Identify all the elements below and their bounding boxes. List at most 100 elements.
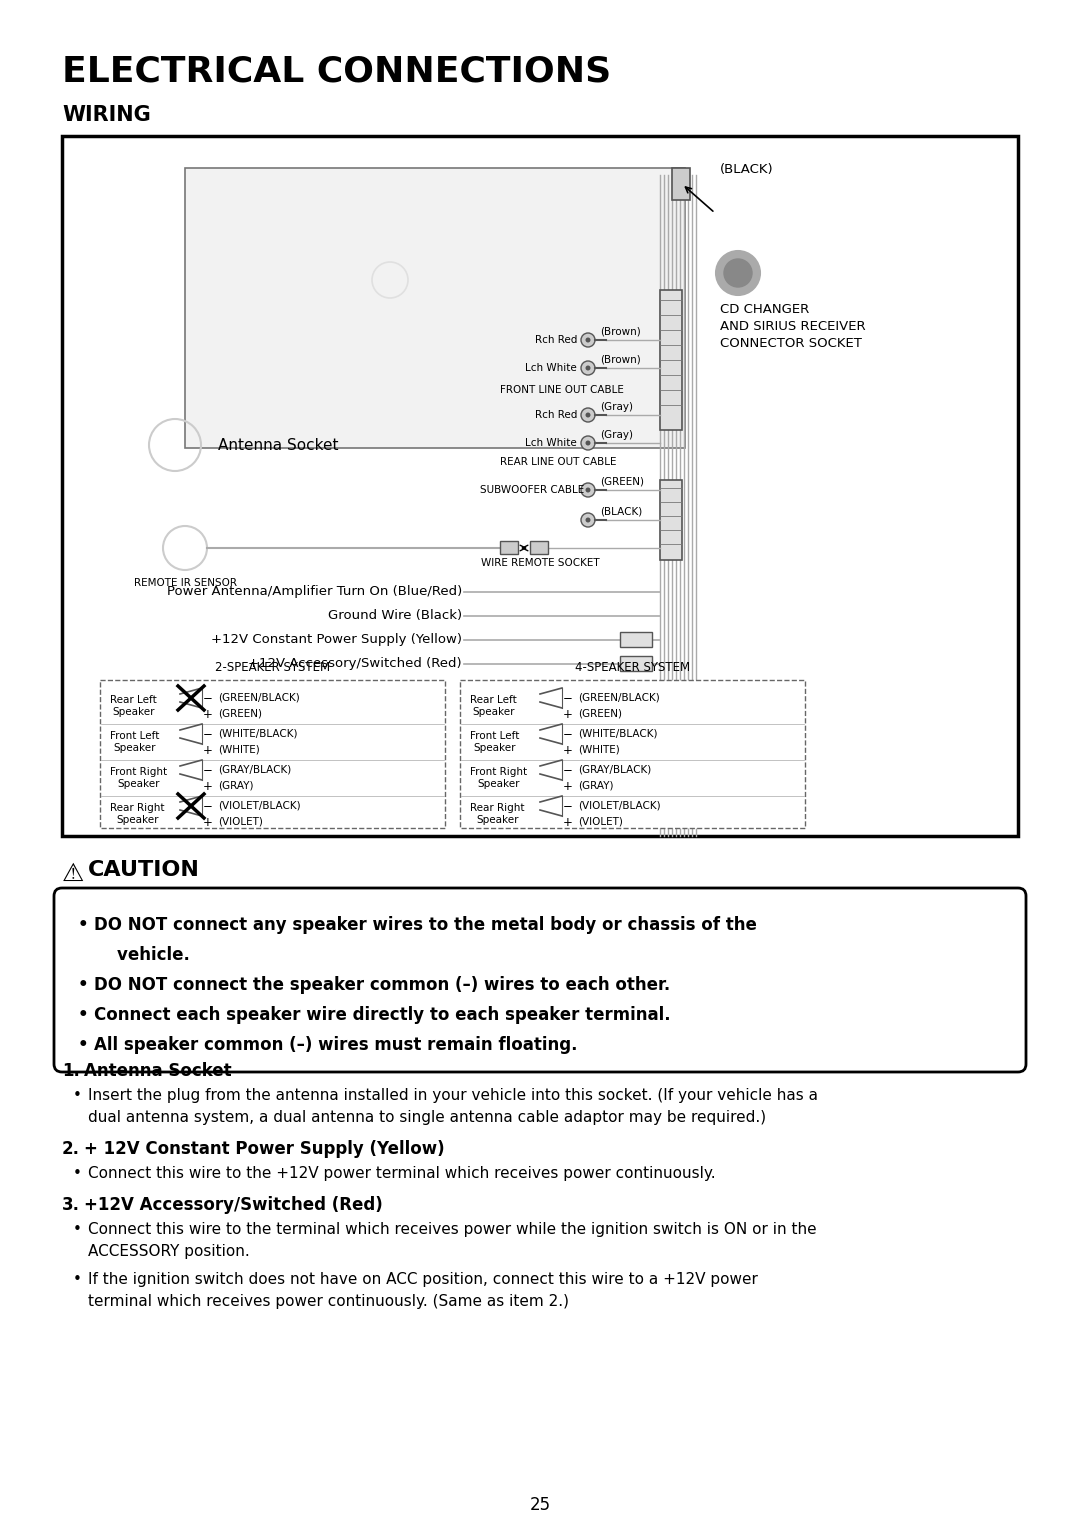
Text: +: +	[203, 779, 213, 793]
Text: Rear Left
Speaker: Rear Left Speaker	[110, 695, 157, 717]
Text: (Gray): (Gray)	[600, 402, 633, 413]
Text: •: •	[73, 1088, 82, 1103]
Text: Antenna Socket: Antenna Socket	[218, 437, 338, 452]
Circle shape	[585, 487, 591, 492]
Bar	[460, 680, 805, 828]
Text: 4-SPEAKER SYSTEM: 4-SPEAKER SYSTEM	[575, 662, 690, 674]
Circle shape	[585, 413, 591, 417]
Text: 25: 25	[529, 1496, 551, 1514]
Text: Rear Right
Speaker: Rear Right Speaker	[470, 804, 525, 825]
FancyBboxPatch shape	[54, 888, 1026, 1073]
Text: + 12V Constant Power Supply (Yellow): + 12V Constant Power Supply (Yellow)	[84, 1140, 445, 1158]
Text: (Brown): (Brown)	[600, 327, 640, 338]
Text: +12V Constant Power Supply (Yellow): +12V Constant Power Supply (Yellow)	[211, 634, 462, 646]
Text: Lch White: Lch White	[525, 439, 577, 448]
Bar	[100, 680, 445, 828]
Circle shape	[581, 435, 595, 451]
Bar	[660, 290, 681, 429]
Text: (GREEN): (GREEN)	[600, 477, 644, 487]
Text: Connect this wire to the terminal which receives power while the ignition switch: Connect this wire to the terminal which …	[87, 1222, 816, 1238]
Text: •: •	[73, 1166, 82, 1181]
Text: •: •	[78, 915, 89, 934]
Text: (WHITE/BLACK): (WHITE/BLACK)	[218, 727, 297, 738]
Text: Front Right
Speaker: Front Right Speaker	[470, 767, 527, 788]
Text: −: −	[203, 692, 213, 704]
Text: REMOTE IR SENSOR: REMOTE IR SENSOR	[134, 578, 237, 588]
Text: (GREEN): (GREEN)	[578, 707, 622, 718]
Text: Connect this wire to the +12V power terminal which receives power continuously.: Connect this wire to the +12V power term…	[87, 1166, 716, 1181]
Text: Rear Right
Speaker: Rear Right Speaker	[110, 804, 164, 825]
Text: (WHITE): (WHITE)	[218, 744, 260, 753]
Text: (VIOLET): (VIOLET)	[218, 816, 262, 827]
Text: +: +	[563, 744, 572, 756]
Text: •: •	[78, 1005, 89, 1024]
Text: +12V Accessory/Switched (Red): +12V Accessory/Switched (Red)	[248, 657, 462, 671]
Text: CD CHANGER
AND SIRIUS RECEIVER
CONNECTOR SOCKET: CD CHANGER AND SIRIUS RECEIVER CONNECTOR…	[720, 303, 866, 350]
Text: (GRAY/BLACK): (GRAY/BLACK)	[218, 764, 292, 775]
Text: +: +	[203, 744, 213, 756]
Text: SUBWOOFER CABLE: SUBWOOFER CABLE	[480, 484, 584, 495]
Circle shape	[585, 440, 591, 446]
Bar	[62, 136, 1018, 836]
Text: Connect each speaker wire directly to each speaker terminal.: Connect each speaker wire directly to ea…	[94, 1005, 671, 1024]
Text: −: −	[203, 727, 213, 741]
Bar	[500, 541, 518, 555]
Text: (VIOLET/BLACK): (VIOLET/BLACK)	[218, 801, 300, 810]
Text: •: •	[78, 1036, 89, 1054]
Bar	[620, 656, 652, 671]
Text: Front Right
Speaker: Front Right Speaker	[110, 767, 167, 788]
Text: CAUTION: CAUTION	[87, 860, 200, 880]
Text: (BLACK): (BLACK)	[720, 163, 773, 176]
Text: −: −	[203, 764, 213, 778]
Text: (GRAY): (GRAY)	[218, 779, 254, 790]
Circle shape	[581, 513, 595, 527]
Text: (GRAY): (GRAY)	[578, 779, 613, 790]
Text: All speaker common (–) wires must remain floating.: All speaker common (–) wires must remain…	[94, 1036, 578, 1054]
Circle shape	[724, 260, 752, 287]
Bar	[185, 168, 685, 448]
Text: terminal which receives power continuously. (Same as item 2.): terminal which receives power continuous…	[87, 1294, 569, 1309]
Text: WIRE REMOTE SOCKET: WIRE REMOTE SOCKET	[481, 558, 599, 568]
Text: Power Antenna/Amplifier Turn On (Blue/Red): Power Antenna/Amplifier Turn On (Blue/Re…	[166, 585, 462, 599]
Text: +: +	[203, 816, 213, 830]
Text: +: +	[563, 779, 572, 793]
Text: +: +	[203, 707, 213, 721]
Text: Lch White: Lch White	[525, 364, 577, 373]
Text: WIRING: WIRING	[62, 105, 151, 125]
Text: Rch Red: Rch Red	[535, 410, 577, 420]
Text: (VIOLET/BLACK): (VIOLET/BLACK)	[578, 801, 661, 810]
Text: (GREEN/BLACK): (GREEN/BLACK)	[578, 692, 660, 701]
Text: Ground Wire (Black): Ground Wire (Black)	[328, 610, 462, 622]
Text: FRONT LINE OUT CABLE: FRONT LINE OUT CABLE	[500, 385, 624, 396]
Text: vehicle.: vehicle.	[94, 946, 190, 964]
Text: DO NOT connect the speaker common (–) wires to each other.: DO NOT connect the speaker common (–) wi…	[94, 976, 671, 995]
Text: REAR LINE OUT CABLE: REAR LINE OUT CABLE	[500, 457, 617, 468]
Text: +12V Accessory/Switched (Red): +12V Accessory/Switched (Red)	[84, 1196, 382, 1215]
Text: +: +	[563, 707, 572, 721]
Text: (VIOLET): (VIOLET)	[578, 816, 623, 827]
Text: Rear Left
Speaker: Rear Left Speaker	[470, 695, 516, 717]
Text: (GREEN/BLACK): (GREEN/BLACK)	[218, 692, 300, 701]
Text: (WHITE): (WHITE)	[578, 744, 620, 753]
Text: dual antenna system, a dual antenna to single antenna cable adaptor may be requi: dual antenna system, a dual antenna to s…	[87, 1109, 766, 1125]
Bar	[620, 633, 652, 646]
Circle shape	[581, 483, 595, 497]
Text: (Brown): (Brown)	[600, 354, 640, 365]
Text: −: −	[563, 764, 572, 778]
Text: −: −	[203, 801, 213, 813]
Text: DO NOT connect any speaker wires to the metal body or chassis of the: DO NOT connect any speaker wires to the …	[94, 915, 757, 934]
Text: Rch Red: Rch Red	[535, 335, 577, 345]
Text: +: +	[563, 816, 572, 830]
Text: •: •	[78, 976, 89, 995]
Bar	[660, 480, 681, 559]
Circle shape	[585, 365, 591, 370]
Circle shape	[581, 333, 595, 347]
Circle shape	[585, 518, 591, 523]
Text: −: −	[563, 801, 572, 813]
Text: (WHITE/BLACK): (WHITE/BLACK)	[578, 727, 658, 738]
Text: If the ignition switch does not have on ACC position, connect this wire to a +12: If the ignition switch does not have on …	[87, 1271, 758, 1287]
Circle shape	[581, 408, 595, 422]
Text: (GREEN): (GREEN)	[218, 707, 262, 718]
Text: •: •	[73, 1222, 82, 1238]
Text: 3.: 3.	[62, 1196, 80, 1215]
